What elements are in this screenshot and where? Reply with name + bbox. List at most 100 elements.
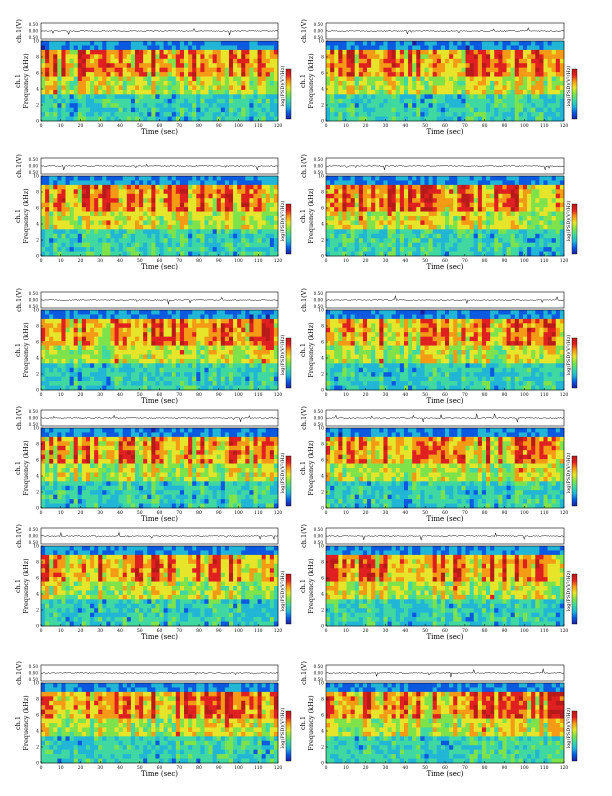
spectrogram-cell (535, 72, 539, 77)
spectrogram-cell (262, 238, 266, 243)
spectrogram-cell (143, 41, 147, 46)
spectrogram-cell (249, 243, 253, 248)
spectrogram-cell (98, 359, 102, 364)
spectrogram-cell (416, 198, 420, 203)
spectrogram-cell (90, 238, 94, 243)
spectrogram-cell (270, 108, 274, 113)
spectrogram-cell (41, 381, 45, 386)
spectrogram-cell (396, 117, 400, 122)
spectrogram-cell (221, 59, 225, 64)
spectrogram-cell (457, 54, 461, 59)
spectrogram-cell (45, 85, 49, 90)
spectrogram-cell (498, 85, 502, 90)
spectrogram-cell (539, 220, 543, 225)
spectrogram-cell (66, 337, 70, 342)
spectrogram-cell (383, 85, 387, 90)
spectrogram-cell (66, 176, 70, 181)
spectrogram-cell (478, 94, 482, 99)
spectrogram-cell (74, 59, 78, 64)
spectrogram-cell (342, 225, 346, 230)
spectrogram-cell (429, 207, 433, 212)
spectrogram-cell (86, 77, 90, 82)
spectrogram-cell (519, 77, 523, 82)
spectrogram-cell (155, 41, 159, 46)
spectrogram-cell (61, 117, 65, 122)
spectrogram-cell (474, 72, 478, 77)
spectrogram-cell (86, 234, 90, 239)
spectrogram-cell (131, 220, 135, 225)
spectrogram-cell (543, 112, 547, 117)
spectrogram-cell (511, 207, 515, 212)
spectrogram-cell (135, 341, 139, 346)
spectrogram-cell (490, 194, 494, 199)
x-tick-label: 10 (58, 258, 64, 264)
spectrogram-cell (70, 238, 74, 243)
spectrogram-cell (453, 108, 457, 113)
spectrogram-cell (523, 203, 527, 208)
spectrogram-cell (225, 77, 229, 82)
spectrogram-cell (143, 81, 147, 86)
spectrogram-cell (338, 99, 342, 104)
spectrogram-cell (168, 372, 172, 377)
spectrogram-cell (498, 229, 502, 234)
spectrogram-cell (102, 94, 106, 99)
spectrogram-cell (123, 50, 127, 55)
spectrogram-cell (70, 45, 74, 50)
spectrogram-cell (523, 189, 527, 194)
spectrogram-cell (408, 225, 412, 230)
spectrogram-cell (270, 59, 274, 64)
spectrogram-cell (371, 189, 375, 194)
spectrogram-cell (41, 81, 45, 86)
spectrogram-cell (164, 363, 168, 368)
spectrogram-cell (245, 90, 249, 95)
spectrogram-cell (519, 90, 523, 95)
spectrogram-cell (408, 85, 412, 90)
spectrogram-cell (258, 220, 262, 225)
y-tick-label: 4 (321, 222, 324, 228)
spectrogram-cell (486, 207, 490, 212)
colorbar-label: log(PSD)(V²/Hz) (279, 66, 286, 107)
spectrogram-cell (527, 63, 531, 68)
spectrogram-cell (330, 252, 334, 257)
spectrogram-cell (57, 180, 61, 185)
spectrogram-cell (188, 72, 192, 77)
spectrogram-cell (241, 77, 245, 82)
spectrogram-cell (241, 50, 245, 55)
spectrogram-cell (147, 229, 151, 234)
spectrogram-cell (274, 72, 278, 77)
spectrogram-cell (330, 225, 334, 230)
spectrogram-cell (490, 220, 494, 225)
spectrogram-cell (110, 63, 114, 68)
spectrogram-cell (367, 207, 371, 212)
spectrogram-cell (396, 194, 400, 199)
spectrogram-cell (245, 229, 249, 234)
spectrogram-cell (82, 176, 86, 181)
spectrogram-cell (164, 243, 168, 248)
spectrogram-cell (155, 54, 159, 59)
spectrogram-cell (143, 323, 147, 328)
spectrogram-cell (519, 198, 523, 203)
spectrogram-cell (184, 54, 188, 59)
spectrogram-cell (176, 203, 180, 208)
spectrogram-cell (258, 180, 262, 185)
spectrogram-cell (466, 59, 470, 64)
spectrogram-cell (392, 189, 396, 194)
spectrogram-cell (523, 108, 527, 113)
spectrogram-cell (371, 63, 375, 68)
spectrogram-cell (147, 310, 151, 315)
spectrogram-cell (188, 238, 192, 243)
spectrogram-cell (102, 372, 106, 377)
spectrogram-cell (388, 54, 392, 59)
spectrogram-cell (196, 238, 200, 243)
spectrogram-cell (400, 50, 404, 55)
spectrogram-cell (172, 77, 176, 82)
spectrogram-cell (379, 238, 383, 243)
spectrogram-cell (507, 247, 511, 252)
spectrogram-cell (396, 112, 400, 117)
x-tick-label: 110 (540, 258, 549, 264)
spectrogram-cell (82, 180, 86, 185)
spectrogram-cell (490, 72, 494, 77)
spectrogram-cell (416, 225, 420, 230)
spectrogram-cell (106, 350, 110, 355)
spectrogram-cell (53, 363, 57, 368)
